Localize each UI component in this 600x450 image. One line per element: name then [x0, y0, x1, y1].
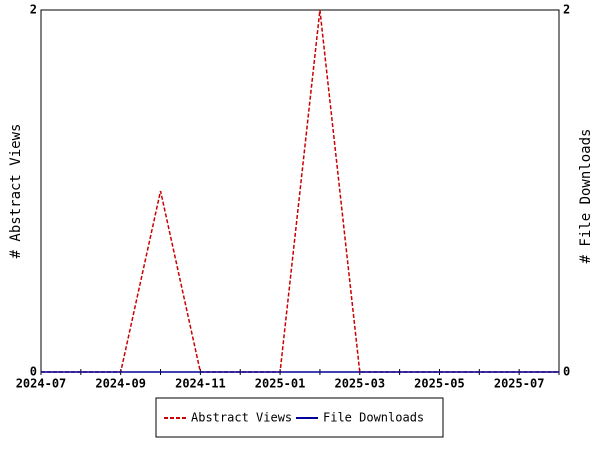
y2-tick-label: 2 — [563, 3, 570, 17]
x-tick-label: 2025-03 — [334, 377, 385, 391]
y-tick-label: 2 — [30, 3, 37, 17]
y-axis-title: # Abstract Views — [8, 124, 24, 259]
legend-label: Abstract Views — [191, 411, 292, 425]
x-tick-label: 2024-07 — [16, 377, 67, 391]
y2-tick-label: 0 — [563, 365, 570, 379]
x-tick-label: 2024-11 — [175, 377, 226, 391]
y-tick-label: 0 — [30, 365, 37, 379]
y2-axis-title: # File Downloads — [578, 129, 594, 264]
plot-area — [40, 9, 560, 373]
x-tick-label: 2025-01 — [255, 377, 306, 391]
x-tick-label: 2025-07 — [494, 377, 545, 391]
legend-label: File Downloads — [323, 411, 424, 425]
x-tick-label: 2024-09 — [95, 377, 146, 391]
x-tick-label: 2025-05 — [414, 377, 465, 391]
